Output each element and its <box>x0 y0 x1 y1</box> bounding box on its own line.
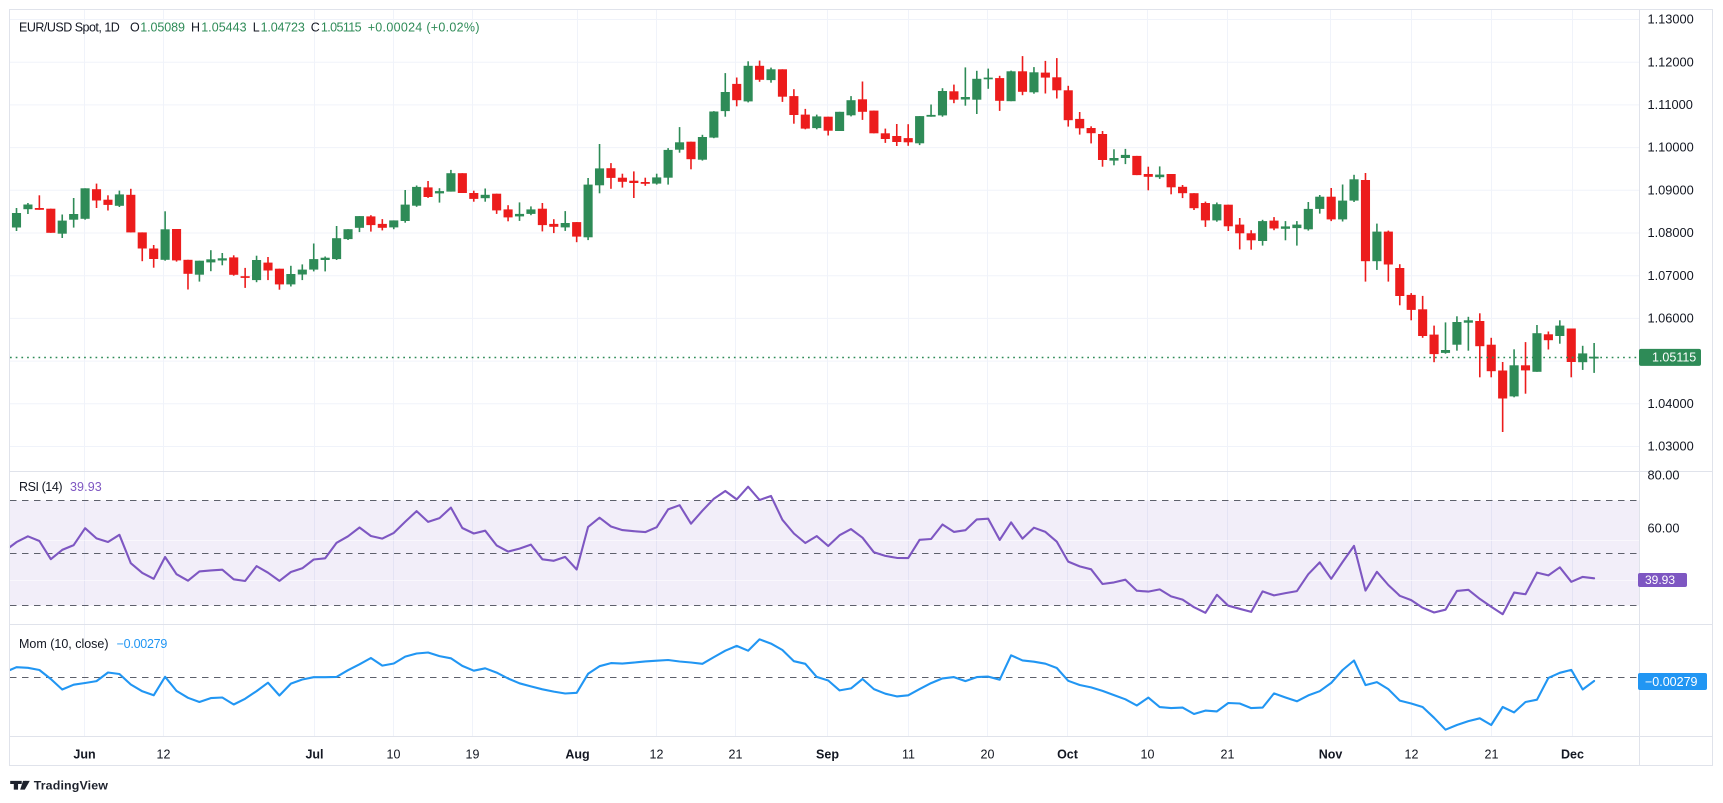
svg-text:+0.00024 (+0.02%): +0.00024 (+0.02%) <box>368 21 480 35</box>
svg-text:O: O <box>130 21 140 35</box>
svg-text:1.04723: 1.04723 <box>261 21 305 35</box>
svg-text:11: 11 <box>902 748 915 762</box>
svg-text:21: 21 <box>729 748 743 762</box>
svg-text:Mom (10, close): Mom (10, close) <box>19 637 109 651</box>
svg-text:1.11000: 1.11000 <box>1648 97 1693 112</box>
svg-text:10: 10 <box>1141 748 1155 762</box>
svg-text:21: 21 <box>1485 748 1499 762</box>
svg-text:1.06000: 1.06000 <box>1648 311 1694 326</box>
svg-text:L: L <box>253 21 260 35</box>
svg-text:60.00: 60.00 <box>1648 521 1680 536</box>
svg-text:19: 19 <box>466 748 480 762</box>
svg-text:H: H <box>191 21 200 35</box>
svg-text:1.05115: 1.05115 <box>1652 351 1696 365</box>
svg-text:1.05115: 1.05115 <box>321 21 362 35</box>
svg-text:Sep: Sep <box>816 748 839 762</box>
svg-text:−0.00279: −0.00279 <box>117 637 168 651</box>
svg-text:1.05443: 1.05443 <box>201 21 246 35</box>
svg-text:Dec: Dec <box>1561 748 1584 762</box>
svg-text:1.12000: 1.12000 <box>1648 54 1694 69</box>
svg-text:Oct: Oct <box>1057 748 1079 762</box>
svg-text:1.10000: 1.10000 <box>1648 140 1694 155</box>
svg-text:21: 21 <box>1221 748 1235 762</box>
svg-text:RSI (14): RSI (14) <box>19 480 63 494</box>
svg-text:80.00: 80.00 <box>1648 468 1680 483</box>
svg-text:12: 12 <box>650 748 664 762</box>
svg-text:10: 10 <box>387 748 401 762</box>
svg-text:1.07000: 1.07000 <box>1648 268 1694 283</box>
svg-text:TradingView: TradingView <box>34 779 109 793</box>
svg-text:1.03000: 1.03000 <box>1648 439 1694 454</box>
svg-text:1.09000: 1.09000 <box>1648 182 1694 197</box>
svg-text:Jun: Jun <box>73 748 95 762</box>
svg-text:C: C <box>311 21 320 35</box>
svg-text:EUR/USD Spot, 1D: EUR/USD Spot, 1D <box>19 21 120 35</box>
svg-text:Nov: Nov <box>1319 748 1343 762</box>
svg-text:1.05089: 1.05089 <box>140 21 185 35</box>
svg-text:Aug: Aug <box>565 748 589 762</box>
svg-text:1.08000: 1.08000 <box>1648 225 1694 240</box>
svg-text:39.93: 39.93 <box>70 480 102 494</box>
svg-text:−0.00279: −0.00279 <box>1645 675 1698 689</box>
svg-text:1.04000: 1.04000 <box>1648 396 1694 411</box>
svg-text:1.13000: 1.13000 <box>1648 12 1694 27</box>
svg-text:12: 12 <box>157 748 171 762</box>
svg-text:39.93: 39.93 <box>1645 573 1675 587</box>
svg-text:12: 12 <box>1405 748 1419 762</box>
svg-text:Jul: Jul <box>305 748 323 762</box>
svg-text:20: 20 <box>981 748 995 762</box>
